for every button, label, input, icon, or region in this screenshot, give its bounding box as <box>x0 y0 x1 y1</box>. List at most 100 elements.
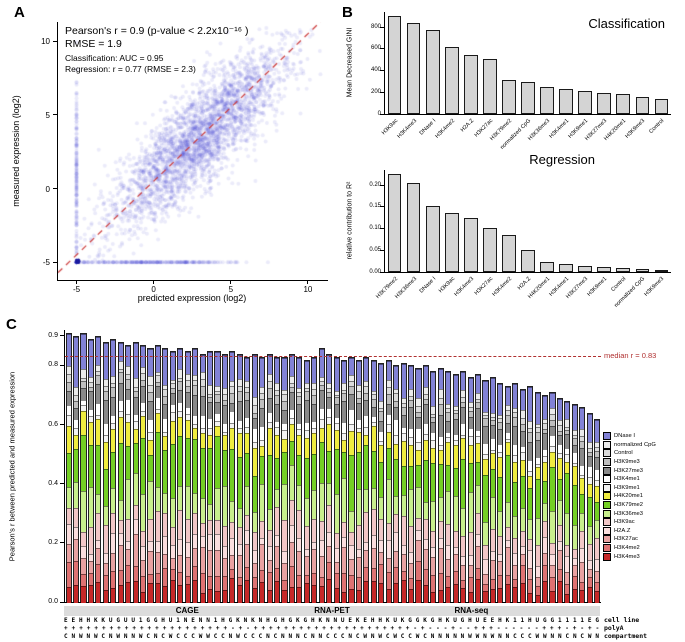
bar-segment-normalized CpG <box>73 386 79 396</box>
bar-segment-DNase I <box>297 357 302 389</box>
bar-segment-H3K36me3 <box>513 515 518 539</box>
annotation-char: G <box>550 617 555 624</box>
annotation-rmse: RMSE = 1.9 <box>65 38 122 50</box>
bar-segment-H3K36me3 <box>148 480 153 520</box>
bar-segment-DNase I <box>528 387 533 422</box>
annotation-char: H <box>161 617 165 624</box>
bar-segment-DNase I <box>371 360 376 391</box>
annotation-char: W <box>393 633 397 640</box>
bar-segment-H3K4me1 <box>96 402 101 415</box>
bar-segment-Control <box>118 368 123 373</box>
bar-segment-Control <box>557 425 562 431</box>
bar-segment-H3K9me3 <box>386 393 391 404</box>
bar-segment-H3K4me3 <box>483 591 488 603</box>
bar-segment-H3K9me3 <box>498 421 503 429</box>
bar-segment-H3K27me3 <box>140 385 146 402</box>
bar-segment-H3K9me3 <box>297 395 302 404</box>
bar-segment-H3K27me3 <box>535 439 540 457</box>
bar-segment-H3K27ac <box>245 544 250 567</box>
annotation-char: 1 <box>572 617 577 624</box>
panel-b: B Classification Mean Decreased GINI 0 20… <box>340 0 685 314</box>
bar-segment-H3K9me1 <box>401 432 406 442</box>
bar-segment-Control <box>580 436 585 442</box>
bar-segment-H3K36me3 <box>207 503 213 521</box>
stacked-bar <box>452 374 459 603</box>
bar-segment-H2A.Z <box>140 545 146 561</box>
bar-segment-H3K27ac <box>207 549 213 576</box>
legend-label: H3K4me3 <box>614 553 640 560</box>
bar-segment-H3K4me1 <box>312 421 317 429</box>
bar <box>483 58 497 114</box>
bar-segment-H3K9ac <box>475 512 481 535</box>
bar-segment-H3K27ac <box>289 541 294 567</box>
bar-segment-H3K36me3 <box>96 493 101 514</box>
bar-segment-H3K4me3 <box>505 583 510 603</box>
bar-segment-DNase I <box>81 333 86 370</box>
stacked-bar <box>370 359 377 603</box>
bar-segment-H4K20me1 <box>148 440 153 455</box>
bar-segment-H3K9me1 <box>297 429 302 435</box>
bar-segment-Control <box>66 374 71 382</box>
y-axis-tick-label: 10 <box>41 37 50 47</box>
annotation-char: N <box>266 633 270 640</box>
bar-segment-H3K4me2 <box>245 566 250 581</box>
bar <box>387 16 402 114</box>
bar-segment-H4K20me1 <box>118 417 123 443</box>
bar-segment-H3K4me3 <box>453 583 458 603</box>
bar-segment-Control <box>386 386 391 394</box>
panel-b-label: B <box>342 4 353 21</box>
annotation-char: - <box>466 625 471 632</box>
bar-segment-H3K36me3 <box>453 496 458 532</box>
stacked-bar <box>199 353 206 603</box>
bar-segment-H3K9ac <box>267 530 272 546</box>
bar-segment-H3K4me3 <box>282 590 287 603</box>
bar-segment-H3K27me3 <box>222 405 227 424</box>
bar-segment-H3K36me3 <box>237 507 242 528</box>
bar-segment-H3K79me2 <box>252 476 257 512</box>
bar <box>463 55 478 114</box>
bar-segment-H3K36me3 <box>319 482 324 521</box>
bar-segment-H3K27ac <box>557 549 562 569</box>
annotation-char: - <box>527 625 531 632</box>
bar-segment-H4K20me1 <box>103 442 108 470</box>
bar-segment-H2A.Z <box>341 536 347 547</box>
annotation-char: W <box>236 633 240 640</box>
bar-segment-H3K79me2 <box>260 455 265 484</box>
bar-segment-normalized CpG <box>490 413 495 417</box>
bar-segment-H3K79me2 <box>542 480 548 503</box>
bar-segment-Control <box>327 388 332 393</box>
bar-segment-H3K27me3 <box>282 409 287 423</box>
annotation-char: + <box>405 625 410 632</box>
bar-segment-DNase I <box>542 396 548 419</box>
bar-segment-Control <box>96 370 101 375</box>
bar-segment-normalized CpG <box>252 397 257 406</box>
bar-segment-H3K79me2 <box>475 461 481 486</box>
bar-segment-H3K27me3 <box>587 456 592 466</box>
bar-segment-normalized CpG <box>438 389 443 399</box>
bar-segment-H3K27me3 <box>267 397 272 413</box>
bar-segment-H3K9ac <box>341 521 347 537</box>
bar-segment-H4K20me1 <box>364 434 369 446</box>
annotation-char: + <box>94 625 98 632</box>
bar-segment-H3K9ac <box>103 524 108 553</box>
annotation-char: + <box>420 625 425 632</box>
bar-segment-H3K27ac <box>200 547 205 573</box>
annotation-char: W <box>168 633 173 640</box>
bar-segment-Control <box>498 417 503 422</box>
annotation-char: G <box>543 617 547 624</box>
y-axis-tick <box>380 228 384 230</box>
annotation-char: C <box>385 633 390 640</box>
bar-segment-H3K4me1 <box>252 428 257 442</box>
bar-segment-Control <box>550 414 555 420</box>
annotation-char: N <box>296 633 300 640</box>
bar-segment-H3K4me3 <box>103 590 108 603</box>
bar-segment-Control <box>356 391 361 398</box>
bar-segment-H3K9ac <box>408 525 414 553</box>
bar-segment-H4K20me1 <box>356 431 361 452</box>
bar-segment-H3K9me3 <box>267 387 272 398</box>
bar-segment-DNase I <box>431 372 436 406</box>
bar-segment-H3K9me3 <box>364 393 369 401</box>
bar-segment-H3K27ac <box>185 557 190 576</box>
legend-swatch <box>603 466 611 475</box>
bar-segment-H4K20me1 <box>297 434 302 456</box>
